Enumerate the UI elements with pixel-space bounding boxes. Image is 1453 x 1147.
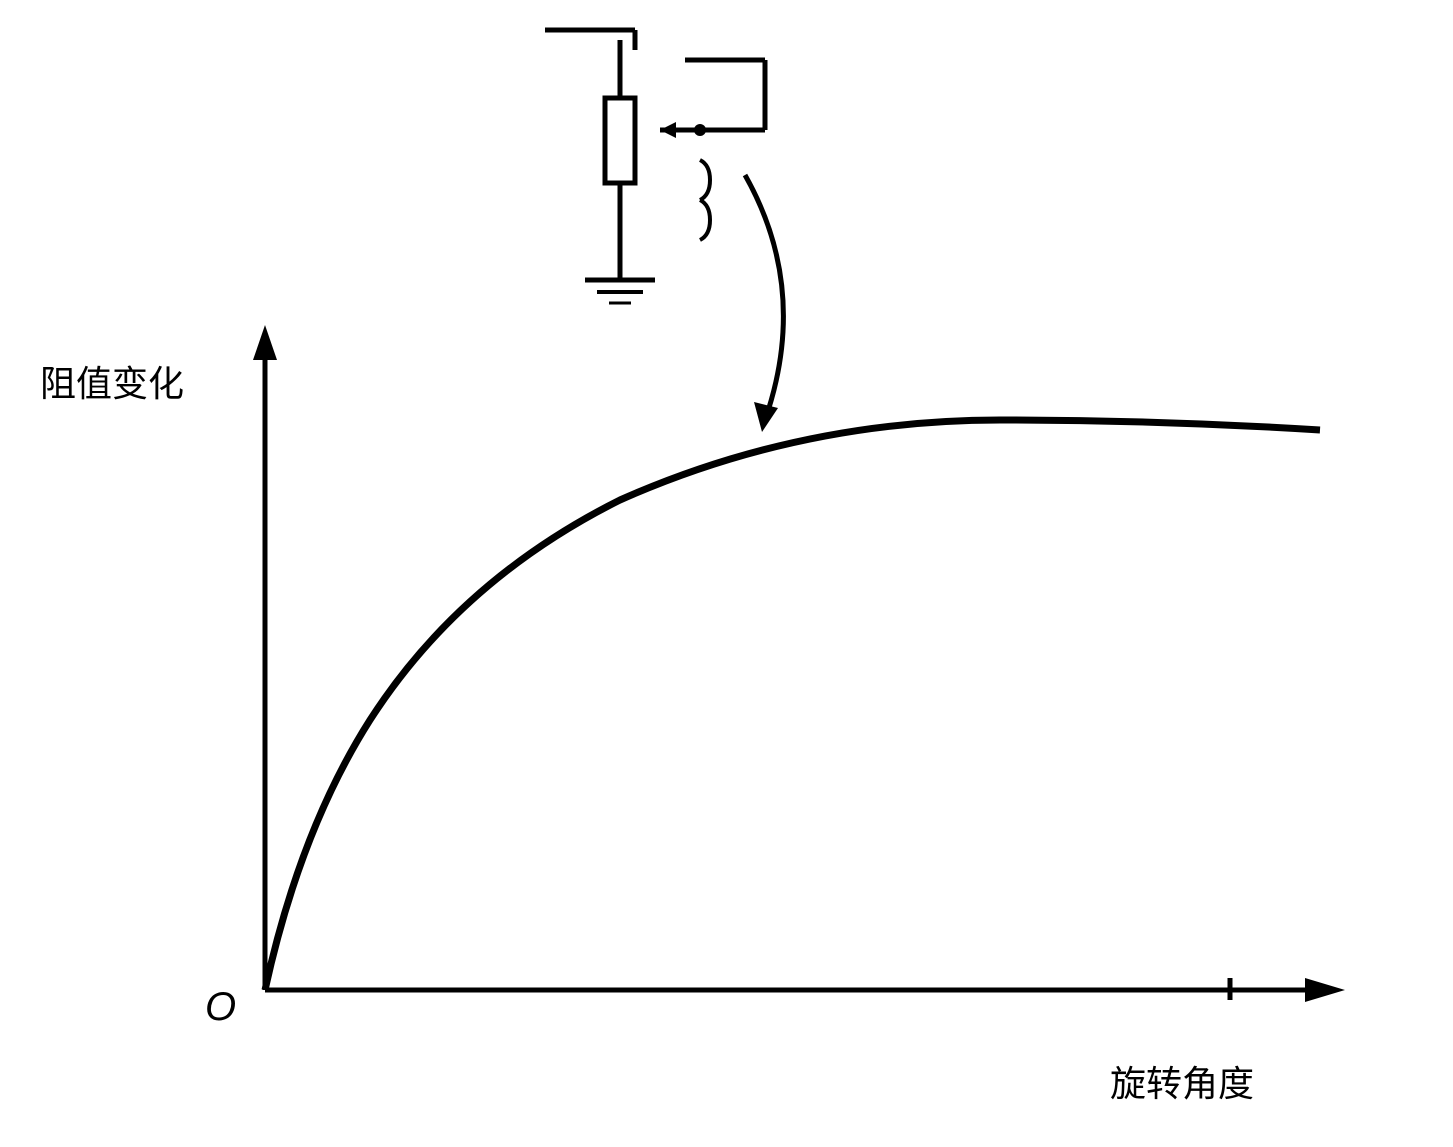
resistance-curve	[265, 420, 1320, 990]
chart-svg	[0, 0, 1453, 1147]
diagram-container: 阻值变化 旋转角度 O	[0, 0, 1453, 1147]
x-axis-label: 旋转角度	[1110, 1055, 1254, 1107]
pointer-arrow-path	[745, 175, 783, 420]
y-axis-arrow	[253, 325, 277, 360]
wiper-arrow	[660, 122, 676, 138]
pot-body	[605, 98, 635, 183]
y-axis-label: 阻值变化	[40, 355, 184, 407]
wiper-node	[694, 124, 706, 136]
wiper-brace	[700, 160, 710, 240]
x-axis-arrow	[1305, 978, 1345, 1002]
pointer-arrow-head	[754, 402, 778, 432]
origin-label: O	[205, 985, 236, 1030]
